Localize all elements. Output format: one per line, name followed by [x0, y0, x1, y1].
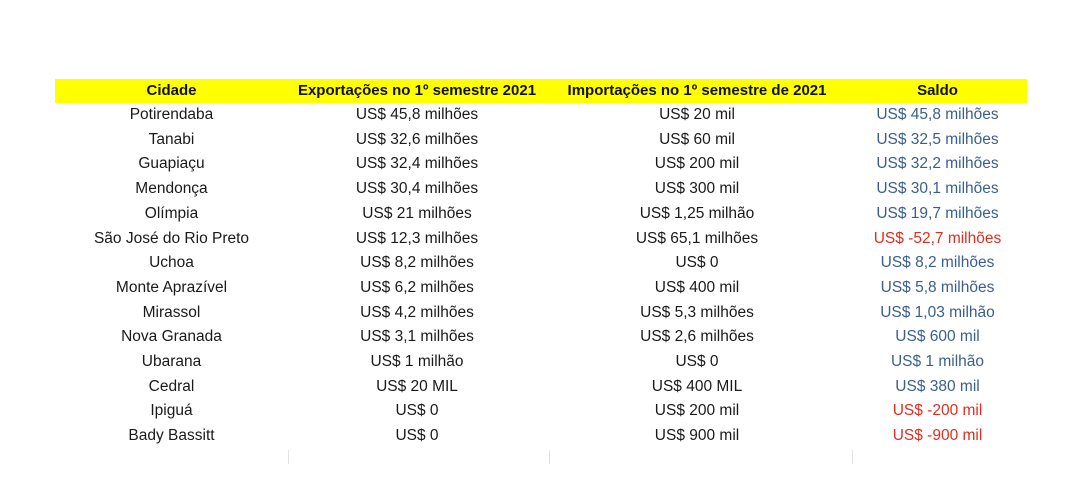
- header-row: Cidade Exportações no 1º semestre 2021 I…: [55, 79, 1027, 103]
- table-row: Tanabi US$ 32,6 milhões US$ 60 mil US$ 32,5…: [55, 128, 1027, 153]
- cell-exportacoes: US$ 3,1 milhões: [360, 328, 474, 346]
- cell-importacoes: US$ 65,1 milhões: [635, 229, 759, 247]
- cell-exportacoes: US$ 0: [395, 427, 439, 445]
- cell-exportacoes: US$ 21 milhões: [362, 204, 472, 222]
- table-row: Cedral US$ 20 MIL US$ 400 MIL US$ 380 mil: [55, 375, 1027, 400]
- cell-cidade: Potirendaba: [129, 106, 214, 123]
- cell-exportacoes: US$ 6,2 milhões: [360, 278, 474, 296]
- cell-cidade: Uchoa: [149, 254, 194, 272]
- header-saldo: Saldo: [917, 82, 958, 99]
- cell-importacoes: US$ 200 mil: [654, 155, 740, 173]
- table-row: São José do Rio Preto US$ 12,3 milhões US$…: [55, 227, 1027, 252]
- cell-cidade: Ipiguá: [150, 402, 193, 420]
- cell-importacoes: US$ 2,6 milhões: [640, 328, 754, 346]
- cell-cidade: São José do Rio Preto: [93, 229, 250, 247]
- cell-exportacoes: US$ 20 MIL: [376, 377, 458, 395]
- table-row: Mirassol US$ 4,2 milhões US$ 5,3 milhões US…: [55, 301, 1027, 326]
- header-exportacoes: Exportações no 1º semestre 2021: [297, 82, 537, 99]
- cell-cidade: Tanabi: [148, 130, 195, 148]
- table-row: Bady Bassitt US$ 0 US$ 900 mil US$ -900 mil: [55, 424, 1027, 449]
- table-row: Ipiguá US$ 0 US$ 200 mil US$ -200 mil: [55, 399, 1027, 424]
- table-row: Olímpia US$ 21 milhões US$ 1,25 milhão US$ …: [55, 202, 1027, 227]
- table-row: Uchoa US$ 8,2 milhões US$ 0 US$ 8,2 milhões: [55, 251, 1027, 276]
- cell-importacoes: US$ 5,3 milhões: [640, 303, 754, 321]
- table-row: Nova Granada US$ 3,1 milhões US$ 2,6 milhõ…: [55, 325, 1027, 350]
- cell-exportacoes: US$ 30,4 milhões: [355, 180, 479, 198]
- cell-importacoes: US$ 300 mil: [654, 180, 740, 198]
- cell-saldo: US$ 600 mil: [895, 328, 980, 346]
- cell-exportacoes: US$ 8,2 milhões: [360, 254, 474, 272]
- cell-exportacoes: US$ 12,3 milhões: [355, 229, 479, 247]
- cell-cidade: Guapiaçu: [138, 155, 205, 173]
- cell-cidade: Olímpia: [144, 204, 199, 222]
- cell-cidade: Ubarana: [141, 353, 202, 371]
- cell-cidade: Nova Granada: [121, 328, 222, 346]
- cell-saldo: US$ -52,7 milhões: [873, 229, 1002, 247]
- table-row: Mendonça US$ 30,4 milhões US$ 300 mil US$ 3…: [55, 177, 1027, 202]
- column-divider: [852, 450, 853, 464]
- cell-importacoes: US$ 400 MIL: [651, 377, 743, 395]
- cell-saldo: US$ 32,2 milhões: [876, 155, 999, 173]
- cell-saldo: US$ 32,5 milhões: [876, 130, 999, 148]
- cell-cidade: Monte Aprazível: [115, 278, 228, 296]
- table-header: Cidade Exportações no 1º semestre 2021 I…: [55, 79, 1027, 103]
- cell-cidade: Mendonça: [135, 180, 208, 198]
- trade-balance-table: Cidade Exportações no 1º semestre 2021 I…: [55, 79, 1027, 449]
- header-cidade: Cidade: [146, 82, 197, 99]
- cell-saldo: US$ 5,8 milhões: [880, 278, 995, 296]
- column-divider: [288, 450, 289, 464]
- table-row: Monte Aprazível US$ 6,2 milhões US$ 400 mi…: [55, 276, 1027, 301]
- cell-exportacoes: US$ 45,8 milhões: [355, 106, 479, 123]
- cell-importacoes: US$ 60 mil: [659, 130, 735, 148]
- cell-importacoes: US$ 20 mil: [659, 106, 735, 123]
- table-row: Potirendaba US$ 45,8 milhões US$ 20 mil US$…: [55, 103, 1027, 128]
- header-importacoes: Importações no 1º semestre de 2021: [567, 82, 827, 99]
- cell-saldo: US$ 19,7 milhões: [876, 204, 999, 222]
- column-divider: [549, 450, 550, 464]
- cell-exportacoes: US$ 4,2 milhões: [360, 303, 474, 321]
- cell-importacoes: US$ 400 mil: [654, 278, 740, 296]
- cell-importacoes: US$ 200 mil: [654, 402, 740, 420]
- cell-exportacoes: US$ 1 milhão: [370, 353, 464, 371]
- cell-cidade: Cedral: [148, 377, 195, 395]
- cell-saldo: US$ -200 mil: [892, 402, 983, 420]
- table-row: Ubarana US$ 1 milhão US$ 0 US$ 1 milhão: [55, 350, 1027, 375]
- cell-importacoes: US$ 1,25 milhão: [639, 204, 755, 222]
- cell-saldo: US$ 1 milhão: [890, 353, 985, 371]
- cell-cidade: Mirassol: [142, 303, 201, 321]
- cell-saldo: US$ 30,1 milhões: [876, 180, 999, 198]
- cell-saldo: US$ -900 mil: [892, 427, 983, 445]
- cell-saldo: US$ 380 mil: [895, 377, 980, 395]
- cell-exportacoes: US$ 0: [395, 402, 439, 420]
- cell-importacoes: US$ 900 mil: [654, 427, 740, 445]
- cell-saldo: US$ 8,2 milhões: [880, 254, 995, 272]
- cell-saldo: US$ 1,03 milhão: [880, 303, 995, 321]
- cell-importacoes: US$ 0: [675, 254, 719, 272]
- table-row: Guapiaçu US$ 32,4 milhões US$ 200 mil US$ 3…: [55, 152, 1027, 177]
- table-body: Potirendaba US$ 45,8 milhões US$ 20 mil US$…: [55, 103, 1027, 449]
- cell-saldo: US$ 45,8 milhões: [876, 106, 999, 123]
- cell-exportacoes: US$ 32,4 milhões: [355, 155, 479, 173]
- cell-importacoes: US$ 0: [675, 353, 719, 371]
- cell-exportacoes: US$ 32,6 milhões: [355, 130, 479, 148]
- cell-cidade: Bady Bassitt: [128, 427, 215, 445]
